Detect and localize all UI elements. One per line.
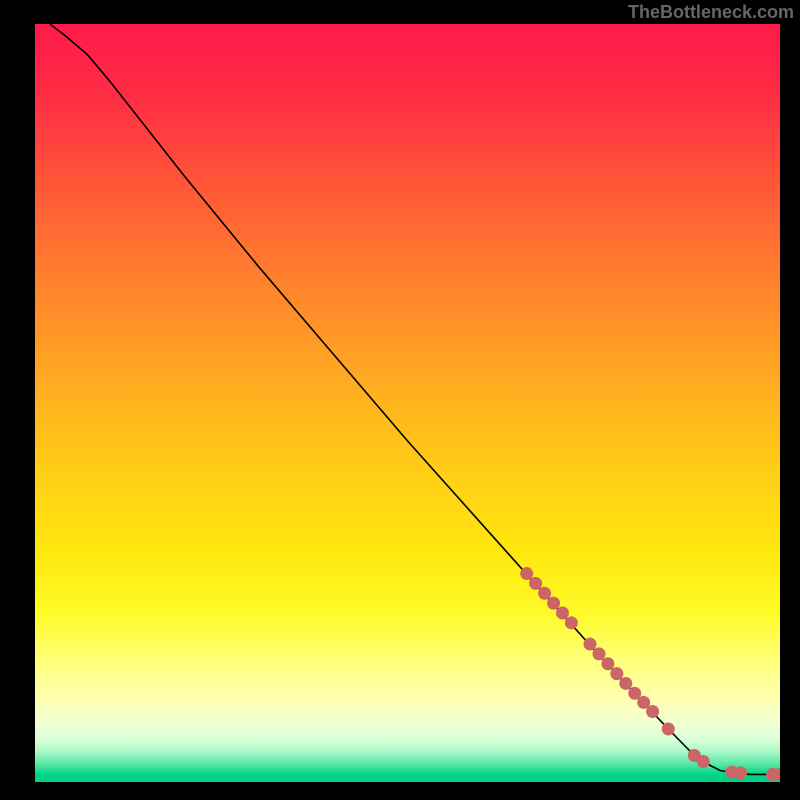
marker-point bbox=[610, 667, 623, 680]
marker-point bbox=[538, 587, 551, 600]
marker-point bbox=[646, 705, 659, 718]
chart-svg bbox=[35, 24, 780, 782]
marker-point bbox=[662, 722, 675, 735]
marker-point bbox=[619, 677, 632, 690]
marker-point bbox=[584, 638, 597, 651]
marker-point bbox=[520, 567, 533, 580]
marker-point bbox=[601, 657, 614, 670]
marker-point bbox=[529, 577, 542, 590]
marker-point bbox=[734, 766, 747, 779]
marker-point bbox=[697, 755, 710, 768]
marker-point bbox=[556, 606, 569, 619]
chart-background bbox=[35, 24, 780, 782]
chart-plot-area bbox=[35, 24, 780, 782]
marker-point bbox=[565, 616, 578, 629]
marker-point bbox=[547, 597, 560, 610]
marker-point bbox=[592, 647, 605, 660]
watermark-text: TheBottleneck.com bbox=[628, 2, 794, 23]
